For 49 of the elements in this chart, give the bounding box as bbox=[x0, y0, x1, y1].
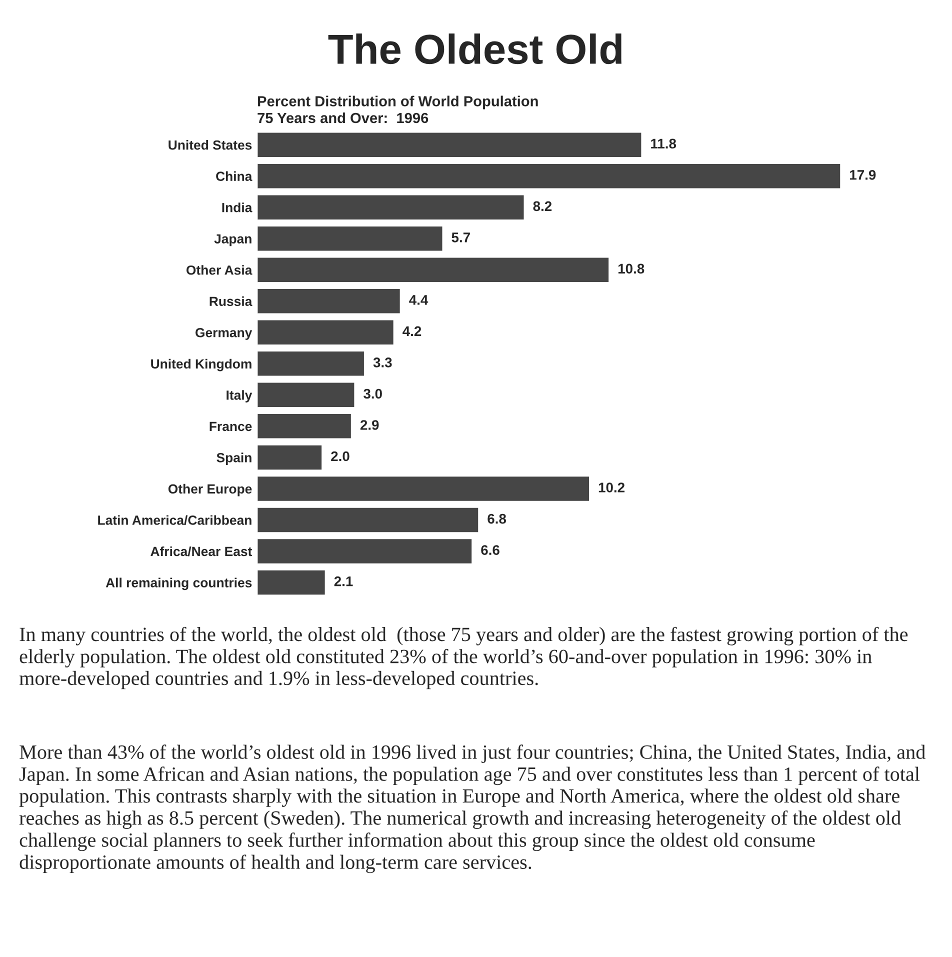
data-label: 2.0 bbox=[331, 451, 350, 462]
y-tick-label: Russia bbox=[210, 296, 252, 306]
bar bbox=[257, 350, 366, 378]
y-tick-label: Africa/Near East bbox=[150, 546, 252, 556]
data-label: 6.8 bbox=[488, 514, 506, 524]
data-label: 2.1 bbox=[334, 576, 353, 586]
y-tick-label: Germany bbox=[196, 328, 252, 340]
bar bbox=[257, 381, 356, 408]
bar bbox=[257, 256, 610, 284]
data-label: 5.7 bbox=[452, 232, 470, 242]
y-tick-label: United Kingdom bbox=[151, 358, 252, 372]
y-tick-label: Latin America/Caribbean bbox=[98, 515, 252, 526]
y-tick-label: United States bbox=[168, 140, 252, 150]
data-label: 10.8 bbox=[618, 264, 644, 274]
bar bbox=[257, 225, 444, 252]
bar bbox=[257, 475, 590, 502]
bar bbox=[257, 162, 842, 190]
bar bbox=[257, 412, 352, 440]
data-label: 4.2 bbox=[402, 326, 422, 336]
chart-subtitle: Percent Distribution of World Population 75 Years and Over: 1996 bbox=[258, 96, 538, 124]
bar bbox=[257, 444, 323, 471]
y-tick-label: Other Asia bbox=[186, 265, 252, 275]
data-label: 17.9 bbox=[850, 170, 876, 180]
data-label: 11.8 bbox=[651, 138, 676, 149]
bar bbox=[257, 568, 326, 596]
y-tick-label: All remaining countries bbox=[106, 578, 252, 590]
text: More than 43% of the world’s oldest old in 1996 lived in just four countries; China, the United States, India, and Japan. In some African and Asian nations, the population age 75 and over constitutes less than 1 percent of total population. This contrasts sharply with the situation in Europe and North America, where the oldest old share reaches as high as 8.5 percent (Sweden). The numerical growth and increasing heterogeneity of the oldest old challenge social planners to seek further information about this group since the oldest old consume disproportionate amounts of health and long-term care services. bbox=[19, 744, 926, 874]
data-label: 6.6 bbox=[481, 545, 500, 555]
y-tick-label: France bbox=[210, 422, 252, 432]
y-tick-label: Japan bbox=[214, 234, 252, 246]
bar bbox=[257, 538, 473, 565]
y-tick-label: Italy bbox=[226, 390, 252, 402]
bar bbox=[257, 131, 643, 158]
y-tick-label: China bbox=[216, 171, 252, 181]
data-label: 2.9 bbox=[360, 420, 379, 430]
data-label: 3.0 bbox=[364, 388, 382, 399]
data-label: 10.2 bbox=[598, 482, 624, 492]
y-tick-label: Other Europe bbox=[168, 484, 252, 496]
text: In many countries of the world, the oldest old (those 75 years and older) are the fastest growing portion of the elderly population. The oldest old constituted 23% of the world’s 60-and-over population in 1996: 30% in more-developed countries and 1.9% in less-developed countries. bbox=[19, 626, 908, 690]
data-label: 8.2 bbox=[533, 201, 552, 212]
bar bbox=[257, 288, 402, 315]
y-tick-label: Spain bbox=[216, 452, 252, 465]
data-label: 3.3 bbox=[373, 358, 392, 368]
bar bbox=[257, 506, 480, 534]
chart-title: The Oldest Old bbox=[328, 33, 622, 64]
bar bbox=[257, 194, 526, 221]
y-tick-label: India bbox=[222, 202, 252, 212]
bar bbox=[257, 318, 395, 346]
data-label: 4.4 bbox=[409, 295, 428, 305]
